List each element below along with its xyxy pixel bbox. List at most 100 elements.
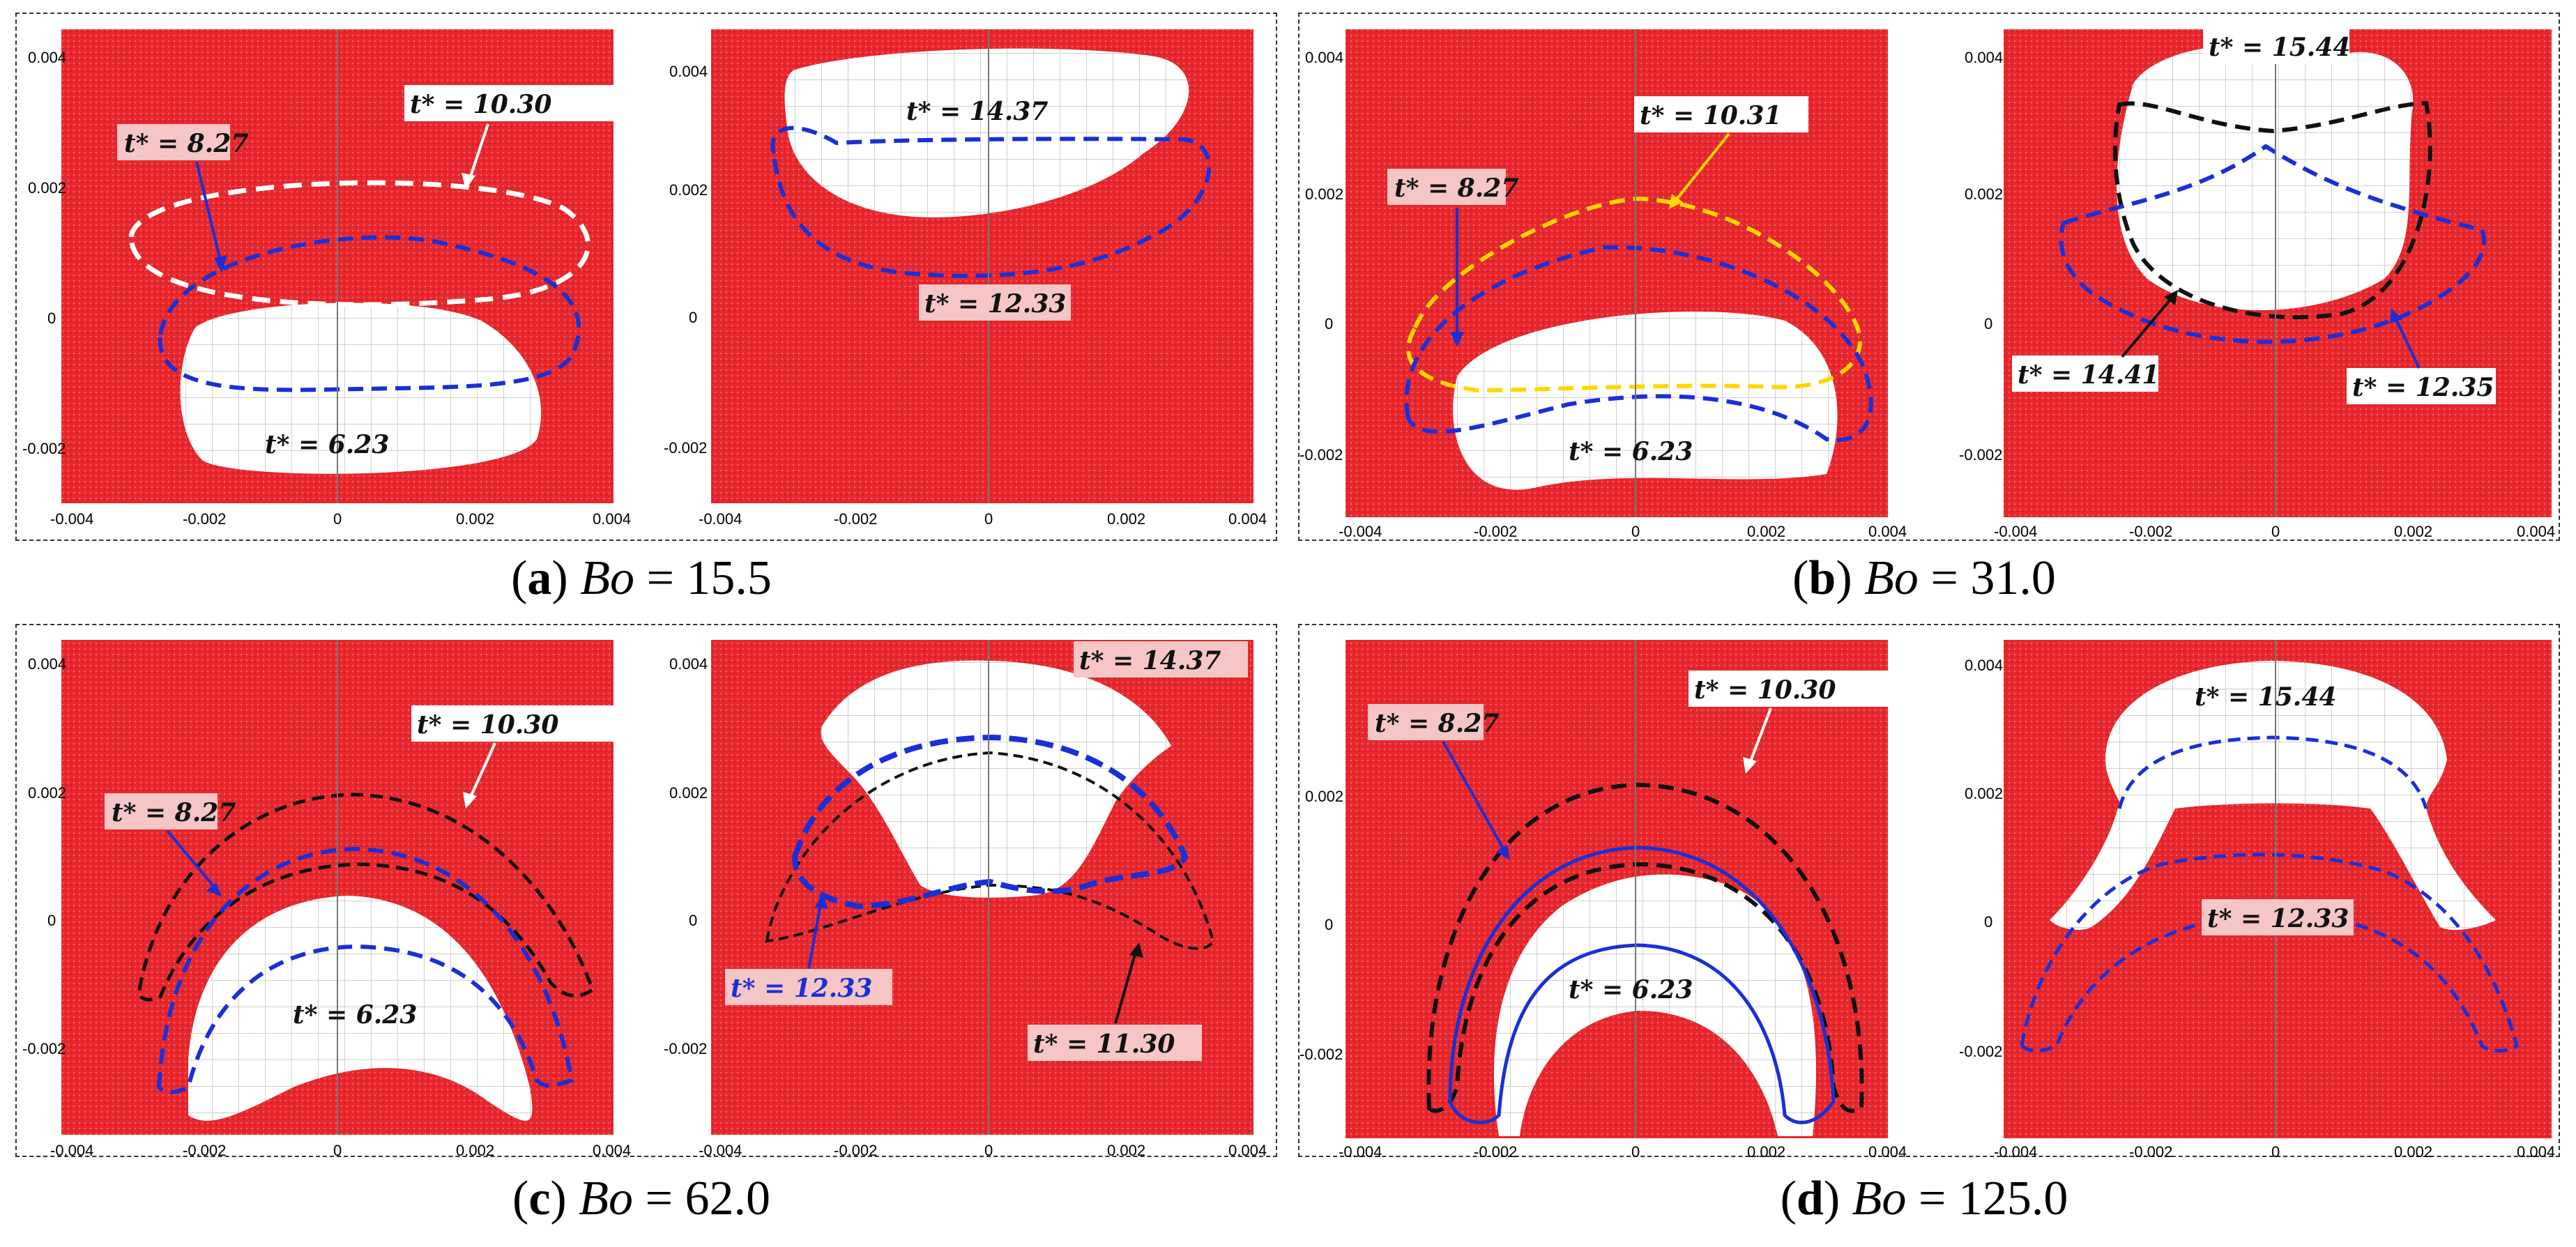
caption-d-param: Bo [1852, 1172, 1907, 1225]
caption-a: (a) Bo = 15.5 [511, 551, 772, 605]
svg-text:0: 0 [984, 1142, 993, 1159]
panel-b-right: 0.004 0.002 0 -0.002 -0.004 -0.002 0 0.002 0.00… [1959, 28, 2555, 540]
caption-c: (c) Bo = 62.0 [512, 1172, 770, 1225]
svg-text:0.004: 0.004 [669, 655, 708, 673]
caption-c-letter: c [528, 1172, 551, 1225]
panel-a-right: 0.004 0.002 0 -0.002 -0.004 -0.002 0 0.002 0.00… [664, 29, 1267, 528]
svg-text:-0.002: -0.002 [183, 1142, 226, 1159]
svg-text:-0.002: -0.002 [834, 1142, 877, 1159]
svg-text:-0.002: -0.002 [1474, 1143, 1517, 1161]
label-a-right-0: t* = 14.37 [906, 97, 1048, 126]
svg-text:-0.002: -0.002 [834, 510, 877, 528]
svg-text:0: 0 [1984, 315, 1992, 332]
svg-text:0: 0 [333, 1142, 342, 1159]
svg-text:0.004: 0.004 [593, 1142, 631, 1159]
label-d-right-0: t* = 15.44 [2195, 682, 2336, 712]
svg-text:0.004: 0.004 [1965, 657, 2003, 674]
contour-black-11-30 [765, 751, 1215, 950]
svg-text:0: 0 [984, 510, 993, 528]
caption-a-value: = 15.5 [646, 551, 772, 605]
svg-text:0.004: 0.004 [28, 655, 66, 673]
panel-c-left: 0.004 0.002 0 -0.002 -0.004 -0.002 0 0.002 0.00… [22, 640, 631, 1159]
caption-b: (b) Bo = 31.0 [1792, 551, 2056, 605]
contour-black-10-30-d [1426, 782, 1864, 1113]
svg-text:0: 0 [689, 912, 697, 929]
svg-text:-0.002: -0.002 [2129, 1143, 2172, 1161]
svg-text:-0.004: -0.004 [699, 510, 742, 528]
svg-text:0: 0 [689, 309, 697, 326]
svg-text:0.004: 0.004 [28, 49, 66, 66]
svg-text:0.002: 0.002 [1965, 785, 2003, 802]
caption-b-letter: b [1808, 551, 1836, 605]
panel-b-left: 0.004 0.002 0 -0.002 -0.004 -0.002 0 0.002 0.00… [1300, 29, 1907, 540]
svg-text:0.002: 0.002 [2394, 1143, 2432, 1161]
svg-text:-0.004: -0.004 [50, 1142, 93, 1159]
svg-text:-0.004: -0.004 [1994, 523, 2037, 540]
label-b-right-1: t* = 14.41 [2018, 360, 2159, 390]
caption-a-param: Bo [580, 551, 634, 605]
svg-text:-0.002: -0.002 [664, 1040, 707, 1057]
svg-text:0: 0 [47, 912, 56, 929]
svg-text:0.002: 0.002 [1305, 185, 1343, 203]
contour-black-14-41 [2113, 100, 2432, 320]
svg-text:0.004: 0.004 [1868, 1143, 1907, 1161]
svg-text:-0.002: -0.002 [664, 439, 707, 457]
svg-text:0.004: 0.004 [669, 63, 708, 80]
svg-text:0.002: 0.002 [456, 510, 494, 528]
svg-text:-0.002: -0.002 [1300, 446, 1343, 464]
label-d-left-2: t* = 6.23 [1569, 975, 1693, 1004]
svg-text:0.002: 0.002 [1965, 185, 2003, 203]
contour-blue-8-27-c [156, 846, 574, 1094]
label-b-left-1: t* = 10.31 [1640, 101, 1781, 130]
label-c-left-2: t* = 6.23 [293, 1000, 417, 1030]
svg-text:0.002: 0.002 [669, 784, 708, 802]
label-b-right-2: t* = 12.35 [2352, 373, 2494, 402]
label-c-left-1: t* = 10.30 [417, 710, 558, 740]
svg-text:0.002: 0.002 [2394, 523, 2432, 540]
svg-text:0.002: 0.002 [28, 784, 66, 802]
svg-text:-0.002: -0.002 [22, 440, 66, 457]
panel-group-b [1298, 13, 2560, 541]
label-d-right-1: t* = 12.33 [2207, 904, 2349, 933]
svg-text:0: 0 [47, 309, 56, 327]
svg-text:0: 0 [1984, 913, 1992, 931]
svg-text:0.004: 0.004 [593, 510, 631, 528]
svg-text:0.002: 0.002 [1107, 1142, 1145, 1159]
svg-text:-0.004: -0.004 [50, 510, 93, 528]
label-b-right-0: t* = 15.44 [2209, 33, 2350, 62]
svg-text:0.004: 0.004 [2517, 523, 2555, 540]
contour-white-10-30 [128, 180, 590, 307]
panel-d-left: 0.002 0 -0.002 -0.004 -0.002 0 0.002 0.004 t* … [1300, 640, 1907, 1161]
svg-text:-0.002: -0.002 [1959, 1043, 2002, 1060]
svg-text:0.002: 0.002 [1305, 788, 1343, 805]
svg-text:0.004: 0.004 [1305, 49, 1343, 66]
label-c-right-2: t* = 11.30 [1033, 1030, 1175, 1059]
label-d-left-0: t* = 8.27 [1375, 709, 1499, 738]
caption-d-letter: d [1796, 1172, 1824, 1225]
svg-text:-0.004: -0.004 [1339, 1143, 1382, 1161]
svg-text:0.002: 0.002 [1747, 523, 1785, 540]
svg-text:0.002: 0.002 [669, 181, 708, 199]
svg-text:-0.002: -0.002 [1474, 523, 1517, 540]
svg-text:0: 0 [1325, 315, 1333, 332]
svg-text:0: 0 [1631, 1143, 1640, 1161]
panel-c-right: 0.004 0.002 0 -0.002 -0.004 -0.002 0 0.002 0.00… [664, 640, 1267, 1159]
caption-d: (d) Bo = 125.0 [1780, 1172, 2068, 1225]
panel-group-a [15, 13, 1277, 541]
label-b-left-0: t* = 8.27 [1394, 174, 1518, 203]
svg-text:-0.004: -0.004 [699, 1142, 742, 1159]
caption-d-value: = 125.0 [1918, 1172, 2068, 1225]
svg-text:0: 0 [1631, 523, 1640, 540]
contour-blue-12-35 [2059, 144, 2487, 344]
svg-text:-0.002: -0.002 [183, 510, 226, 528]
caption-c-value: = 62.0 [645, 1172, 770, 1225]
label-d-left-1: t* = 10.30 [1694, 675, 1836, 705]
panel-group-c [15, 624, 1277, 1157]
svg-text:0: 0 [2271, 523, 2280, 540]
panel-a-left: 0.004 0.002 0 -0.002 -0.004 -0.002 0 0.002 0.00… [22, 29, 631, 528]
svg-text:-0.002: -0.002 [1300, 1046, 1343, 1063]
svg-text:0.002: 0.002 [1747, 1143, 1785, 1161]
svg-text:0.004: 0.004 [1228, 510, 1267, 528]
svg-text:-0.002: -0.002 [1959, 446, 2002, 464]
